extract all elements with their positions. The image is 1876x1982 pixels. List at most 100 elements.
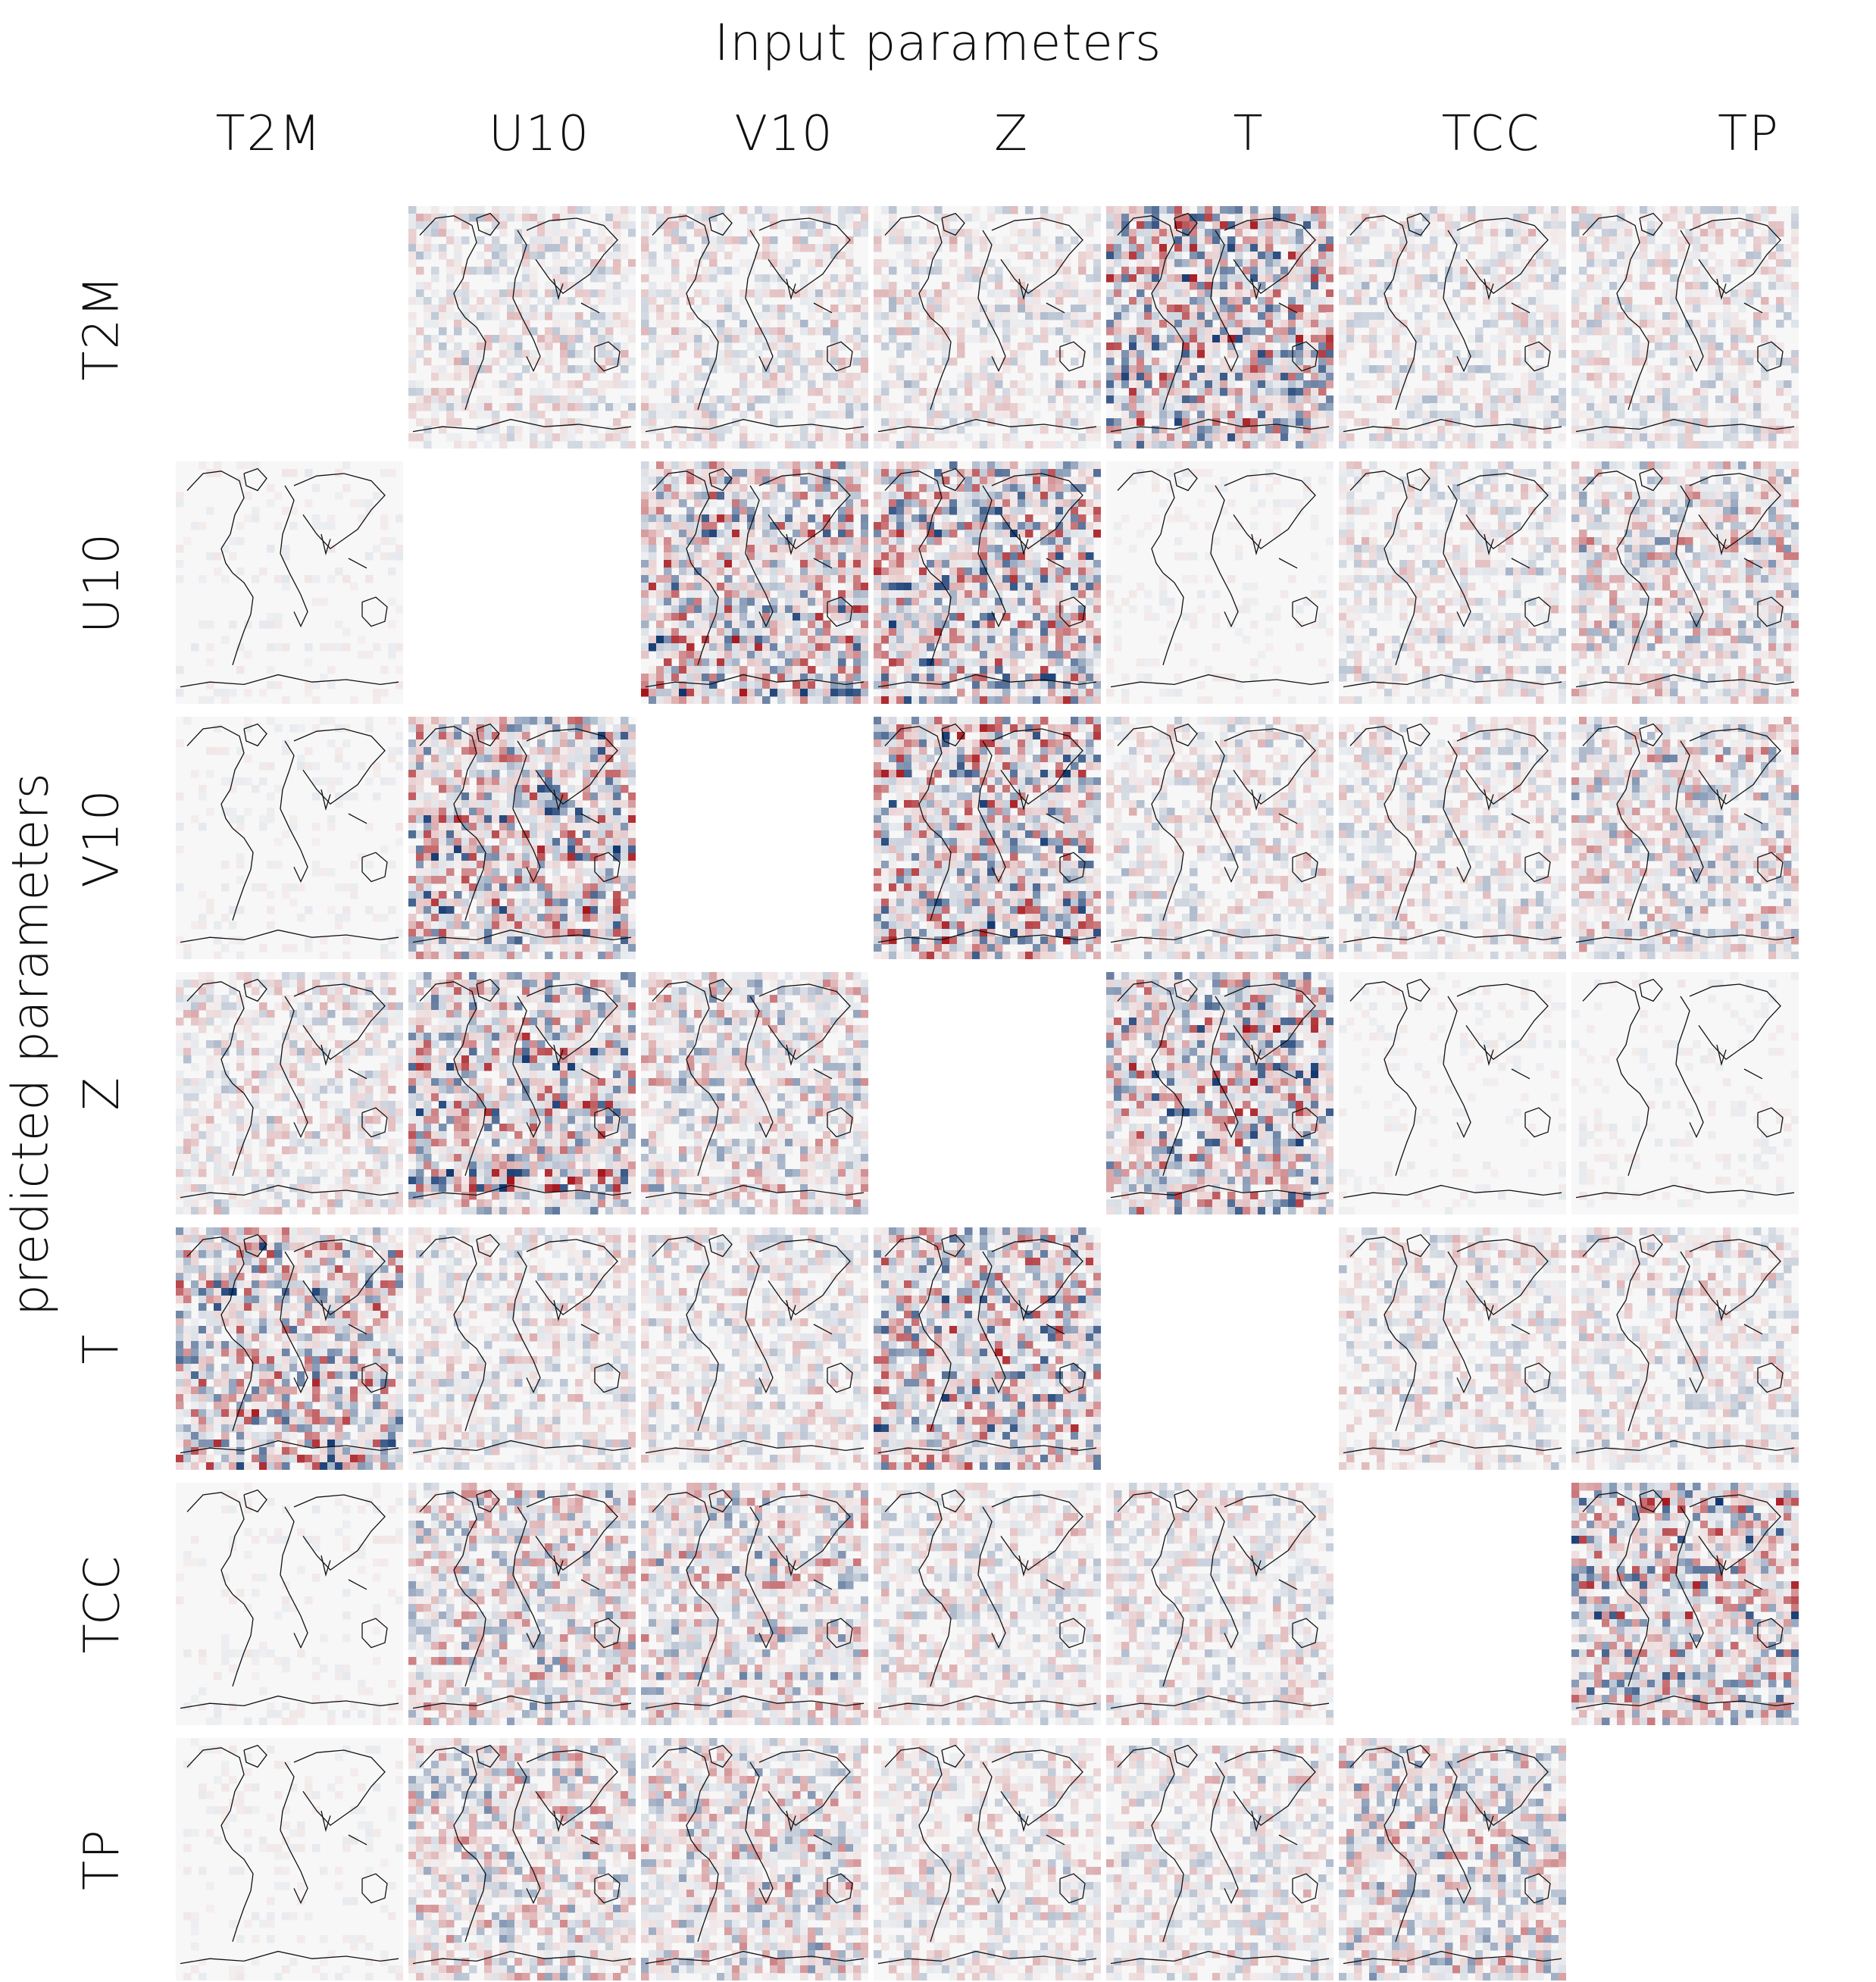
heatmap-cells — [1106, 972, 1334, 1215]
coastline — [320, 533, 331, 556]
coastline — [526, 1239, 618, 1316]
sensitivity-map-t-from-z — [874, 1227, 1101, 1470]
coastline — [813, 1324, 833, 1335]
coastline — [1110, 418, 1330, 433]
coastline — [941, 1233, 965, 1258]
coastline — [361, 596, 388, 627]
coastline — [243, 978, 267, 1002]
coastline — [991, 473, 1083, 550]
coastline — [1224, 217, 1316, 295]
coastline — [1251, 533, 1262, 556]
coastline — [1627, 1083, 1649, 1176]
coastline — [1443, 740, 1471, 883]
sensitivity-map-u10-from-tcc — [1339, 461, 1566, 704]
coastline — [464, 1083, 486, 1176]
sensitivity-map-t-from-v10 — [641, 1227, 868, 1470]
heatmap-cells — [408, 972, 636, 1215]
coastline — [594, 1873, 621, 1904]
heatmap-cells — [176, 717, 403, 959]
coastline — [1575, 929, 1795, 943]
coastline — [652, 1236, 710, 1340]
heatmap-cells — [176, 1483, 403, 1725]
coastline — [1575, 674, 1795, 688]
coastline — [1349, 726, 1408, 829]
row-label-v10: V10 — [61, 717, 144, 959]
coastline — [877, 1695, 1097, 1709]
coastline — [1675, 485, 1704, 628]
heatmap-cells — [874, 1738, 1101, 1980]
coastline — [827, 1362, 853, 1393]
coastline — [1575, 1184, 1795, 1199]
coastline — [293, 983, 386, 1061]
coastline — [1251, 1555, 1262, 1577]
coastline — [1059, 341, 1086, 372]
sensitivity-map-t2m-from-t — [1106, 206, 1334, 449]
sensitivity-map-t-from-t2m — [176, 1227, 403, 1470]
coastline — [243, 467, 267, 492]
heatmap-cells — [408, 1738, 636, 1980]
coastline — [1174, 723, 1198, 747]
coastline — [186, 470, 245, 574]
coastline — [1639, 467, 1663, 492]
figure-title: Input parameters — [0, 14, 1876, 72]
coastline — [1456, 1239, 1549, 1316]
coastline — [1174, 212, 1198, 236]
coastline — [243, 1489, 267, 1513]
coastline — [1343, 674, 1562, 688]
coastline — [526, 983, 618, 1061]
coastline — [991, 1239, 1083, 1316]
coastline — [1110, 1950, 1330, 1965]
coastline — [553, 789, 564, 811]
coastline — [884, 470, 943, 574]
heatmap-cells — [641, 1738, 868, 1980]
coastline — [1110, 929, 1330, 943]
sensitivity-map-tcc-from-tp — [1571, 1483, 1799, 1725]
coastline — [1443, 230, 1471, 373]
coastline — [232, 1338, 254, 1431]
coastline — [412, 1440, 632, 1454]
coastline — [877, 1950, 1097, 1965]
heatmap-cells — [176, 1227, 403, 1470]
coastline — [412, 418, 632, 433]
coastline — [708, 1489, 733, 1513]
coastline — [180, 674, 399, 688]
heatmap-cells — [1339, 972, 1566, 1215]
coastline — [1575, 1695, 1795, 1709]
coastline — [186, 1492, 245, 1595]
coastline — [512, 740, 541, 883]
coastline — [526, 1494, 618, 1571]
coastline — [512, 1251, 541, 1394]
coastline — [1757, 1618, 1784, 1649]
sensitivity-map-z-from-t2m — [176, 972, 403, 1215]
coastline — [1406, 212, 1430, 236]
coastline — [708, 212, 733, 236]
coastline — [1292, 852, 1318, 883]
coastline — [1675, 996, 1704, 1139]
coastline — [280, 996, 308, 1139]
coastline — [827, 1618, 853, 1649]
coastline — [1511, 1324, 1531, 1335]
coastline — [186, 726, 245, 829]
coastline — [813, 302, 833, 314]
coastline — [1395, 1083, 1417, 1176]
coastline — [580, 1324, 600, 1335]
coastline — [1292, 1107, 1318, 1138]
coastline — [348, 558, 367, 569]
coastline — [464, 827, 486, 921]
coastline — [280, 1506, 308, 1649]
coastline — [293, 473, 386, 550]
coastline — [1046, 813, 1065, 824]
coastline — [1406, 723, 1430, 747]
coastline — [1716, 278, 1727, 301]
heatmap-cells — [641, 206, 868, 449]
coastline — [1575, 1440, 1795, 1454]
coastline — [1456, 217, 1549, 295]
heatmap-cells — [1571, 461, 1799, 704]
coastline — [1278, 813, 1298, 824]
coastline — [280, 1251, 308, 1394]
coastline — [1639, 212, 1663, 236]
coastline — [977, 485, 1006, 628]
coastline — [827, 1873, 853, 1904]
coastline — [1627, 1593, 1649, 1687]
coastline — [1162, 827, 1184, 921]
